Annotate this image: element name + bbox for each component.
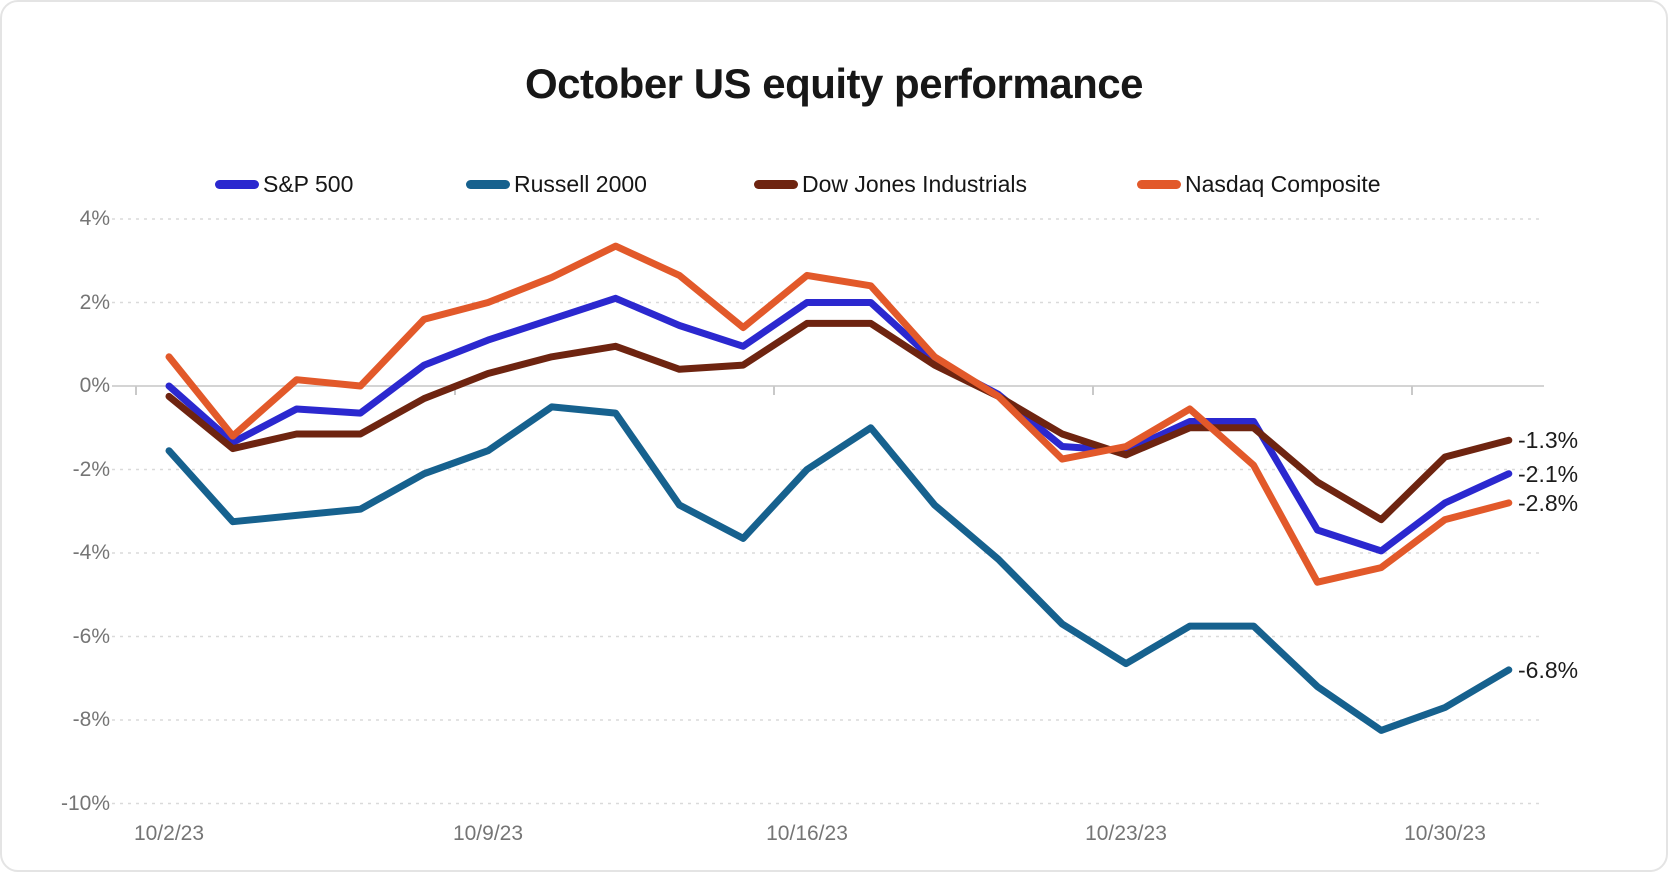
x-axis-label-10-30-23: 10/30/23 — [1404, 822, 1486, 845]
series-line-russell-2000 — [165, 403, 1513, 734]
y-axis-label--6: -6% — [72, 624, 110, 648]
legend-swatch-icon — [754, 179, 798, 189]
y-axis-label--2: -2% — [72, 457, 110, 481]
legend-label: Russell 2000 — [514, 170, 647, 197]
legend-item-s-p-500: S&P 500 — [215, 171, 353, 197]
x-axis-label-10-9-23: 10/9/23 — [452, 822, 524, 845]
end-value-label-s-p-500: -2.1% — [1518, 460, 1579, 487]
legend-label: Dow Jones Industrials — [802, 170, 1027, 197]
legend-label: Nasdaq Composite — [1185, 170, 1381, 197]
end-value-label-dow-jones-industrials: -1.3% — [1518, 427, 1579, 454]
legend-item-dow-jones-industrials: Dow Jones Industrials — [754, 171, 1027, 197]
x-axis-label-10-2-23: 10/2/23 — [133, 822, 205, 845]
end-value-label-russell-2000: -6.8% — [1518, 656, 1579, 683]
y-axis-label-0: 0% — [79, 374, 110, 397]
chart-title: October US equity performance — [525, 60, 1143, 107]
y-axis-label--8: -8% — [72, 708, 110, 731]
legend-item-russell-2000: Russell 2000 — [466, 171, 647, 197]
legend-item-nasdaq-composite: Nasdaq Composite — [1137, 171, 1381, 197]
x-axis-label-10-23-23: 10/23/23 — [1085, 822, 1167, 845]
legend-label: S&P 500 — [263, 170, 354, 197]
legend-swatch-icon — [1137, 179, 1181, 189]
legend-swatch-icon — [466, 179, 510, 189]
y-axis-label--4: -4% — [72, 541, 110, 564]
y-axis-label-2: 2% — [79, 290, 110, 314]
y-axis-label--10: -10% — [60, 791, 110, 815]
series-line-nasdaq-composite — [165, 242, 1513, 586]
legend-swatch-icon — [215, 179, 259, 189]
series-line-s-p-500 — [165, 294, 1513, 555]
end-value-label-nasdaq-composite: -2.8% — [1518, 489, 1579, 516]
x-axis-label-10-16-23: 10/16/23 — [766, 822, 848, 845]
y-axis-label-4: 4% — [79, 207, 110, 230]
series-line-dow-jones-industrials — [165, 319, 1513, 524]
